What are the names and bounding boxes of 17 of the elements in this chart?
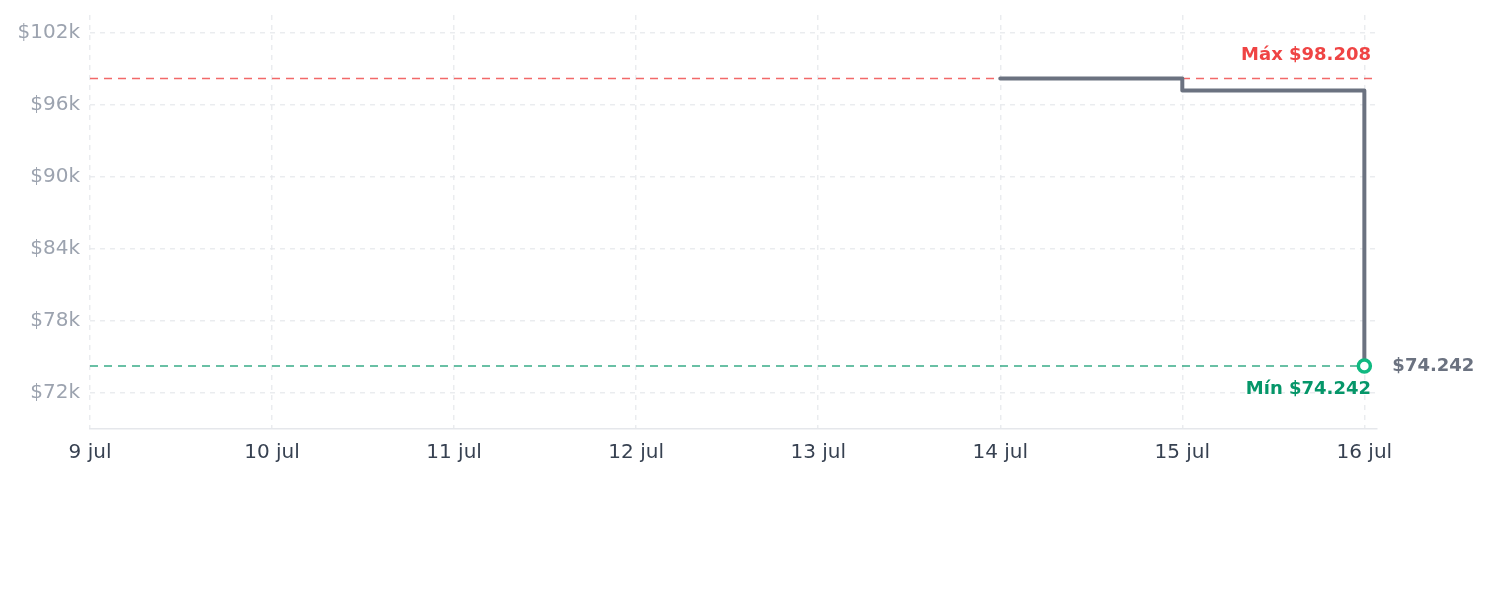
x-tick-label: 11 jul bbox=[426, 439, 482, 464]
y-tick-label: $102k bbox=[17, 19, 81, 44]
x-tick-label: 14 jul bbox=[972, 439, 1029, 464]
y-tick-label: $90k bbox=[30, 163, 81, 188]
x-tick-label: 10 jul bbox=[244, 439, 300, 464]
x-tick-label: 12 jul bbox=[608, 439, 664, 464]
ref-line-label: Mín $74.242 bbox=[1245, 376, 1371, 398]
x-tick-label: 13 jul bbox=[790, 439, 847, 464]
annotation: $74.242 bbox=[1392, 353, 1475, 375]
x-tick-label: 9 jul bbox=[68, 439, 112, 464]
y-tick-label: $84k bbox=[30, 235, 81, 260]
x-tick-label: 15 jul bbox=[1154, 439, 1211, 464]
y-tick-label: $78k bbox=[30, 307, 81, 332]
x-tick-label: 16 jul bbox=[1336, 439, 1393, 464]
y-tick-label: $96k bbox=[30, 91, 81, 116]
y-tick-label: $72k bbox=[30, 379, 81, 404]
ref-line-label: Máx $98.208 bbox=[1241, 43, 1371, 65]
